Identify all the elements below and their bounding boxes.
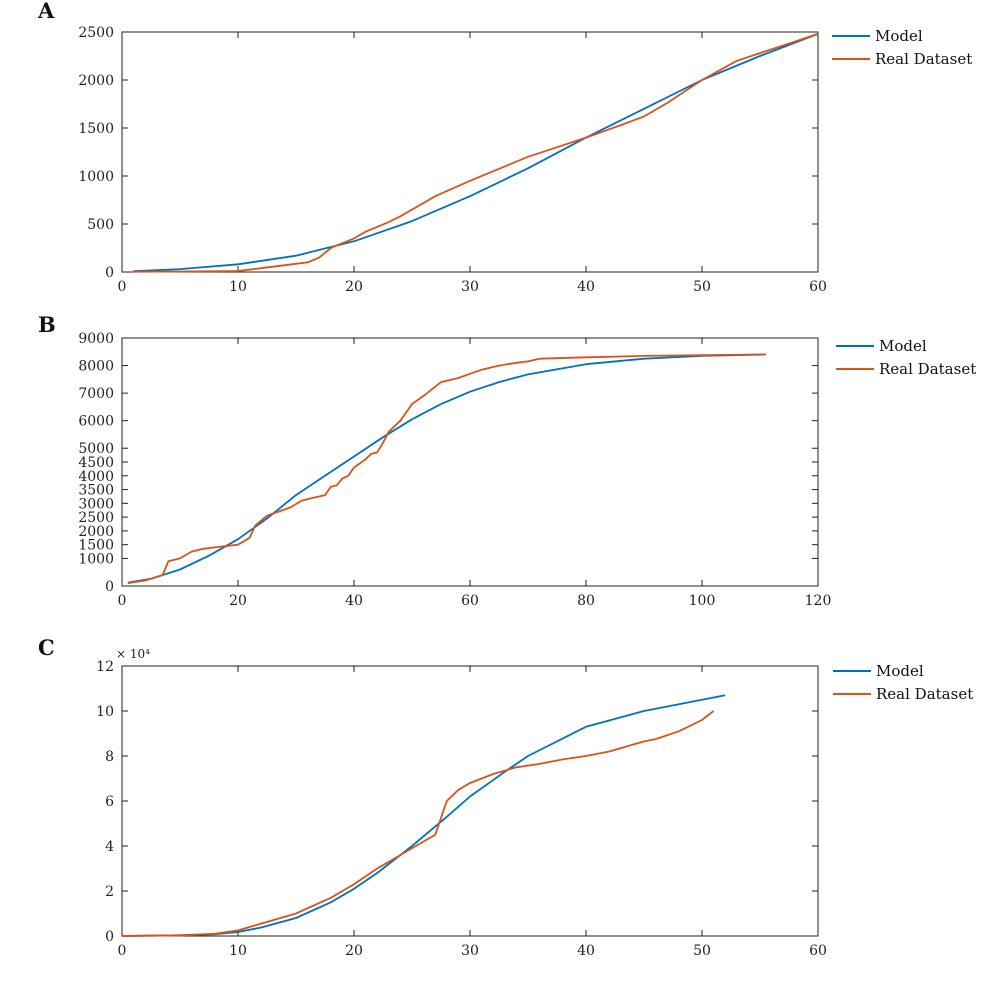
legend-label-model: Model (876, 662, 924, 680)
y-tick-label: 1500 (78, 121, 114, 137)
legend: Model Real Dataset (833, 662, 973, 703)
x-tick-label: 60 (461, 593, 479, 609)
x-tick-label: 100 (689, 593, 716, 609)
legend: Model Real Dataset (832, 27, 972, 68)
y-tick-label: 1000 (78, 551, 114, 567)
y-tick-label: 0 (105, 265, 114, 281)
x-tick-label: 20 (345, 279, 363, 295)
series-line-model (127, 353, 766, 584)
legend-label-model: Model (875, 27, 923, 45)
chart-panel-c: 0 10 20 30 40 50 60 0 2 4 6 8 10 12× 10⁴ Model Real Dat… (96, 647, 973, 959)
y-tick-label: 2500 (78, 25, 114, 41)
x-tick-label: 20 (229, 593, 247, 609)
plot-frame (121, 665, 819, 937)
x-tick-label: 20 (345, 943, 363, 959)
legend-label-real-dataset: Real Dataset (876, 685, 973, 703)
x-tick-label: 40 (345, 593, 363, 609)
y-tick-label: 12 (96, 659, 114, 675)
y-tick-label: 6 (105, 794, 114, 810)
y-tick-label: 10 (96, 704, 114, 720)
y-tick-label: 2000 (78, 524, 114, 540)
y-tick-label: 0 (105, 579, 114, 595)
x-tick-label: 60 (809, 943, 827, 959)
y-tick-label: 3000 (78, 496, 114, 512)
x-tick-label: 50 (693, 279, 711, 295)
chart-panel-b: 0 20 40 60 80 100 120 0 100015002000250030003500… (78, 331, 976, 609)
x-tick-label: 0 (118, 279, 127, 295)
legend-label-real-dataset: Real Dataset (879, 360, 976, 378)
x-tick-label: 40 (577, 279, 595, 295)
plot-frame (121, 31, 819, 273)
x-tick-label: 120 (805, 593, 832, 609)
series-line-model (121, 694, 726, 937)
y-tick-label: 4 (105, 839, 114, 855)
x-tick-label: 0 (118, 593, 127, 609)
y-tick-label: 2000 (78, 73, 114, 89)
x-tick-label: 30 (461, 279, 479, 295)
y-tick-label: 5000 (78, 441, 114, 457)
series-line-real-dataset (133, 33, 819, 273)
series-line-model (133, 33, 819, 273)
x-tick-label: 30 (461, 943, 479, 959)
y-tick-label: 2 (105, 884, 114, 900)
x-tick-label: 60 (809, 279, 827, 295)
plot-frame (121, 337, 819, 587)
legend-label-model: Model (879, 337, 927, 355)
panel-a-letter: A (37, 0, 55, 23)
y-tick-label: 500 (87, 217, 114, 233)
y-tick-label: 7000 (78, 386, 114, 402)
legend-label-real-dataset: Real Dataset (875, 50, 972, 68)
y-tick-label: 8 (105, 749, 114, 765)
series-line-real-dataset (121, 710, 715, 937)
series-line-real-dataset (127, 353, 766, 585)
x-tick-label: 40 (577, 943, 595, 959)
x-tick-label: 10 (229, 943, 247, 959)
y-exponent-label: × 10⁴ (116, 647, 150, 661)
y-tick-label: 0 (105, 929, 114, 945)
y-tick-label: 8000 (78, 359, 114, 375)
legend: Model Real Dataset (836, 337, 976, 378)
x-tick-label: 50 (693, 943, 711, 959)
x-tick-label: 10 (229, 279, 247, 295)
panel-b-letter: B (38, 312, 56, 337)
x-tick-label: 80 (577, 593, 595, 609)
y-tick-label: 1500 (78, 538, 114, 554)
y-tick-label: 3500 (78, 483, 114, 499)
x-tick-label: 0 (118, 943, 127, 959)
chart-panel-a: 0 10 20 30 40 50 60 0 500 1000 1500 2000 2500 Model Re… (78, 25, 972, 295)
panel-c-letter: C (38, 635, 55, 660)
y-tick-label: 9000 (78, 331, 114, 347)
y-tick-label: 4000 (78, 469, 114, 485)
y-tick-label: 2500 (78, 510, 114, 526)
y-tick-label: 4500 (78, 455, 114, 471)
y-tick-label: 1000 (78, 169, 114, 185)
y-tick-label: 6000 (78, 414, 114, 430)
